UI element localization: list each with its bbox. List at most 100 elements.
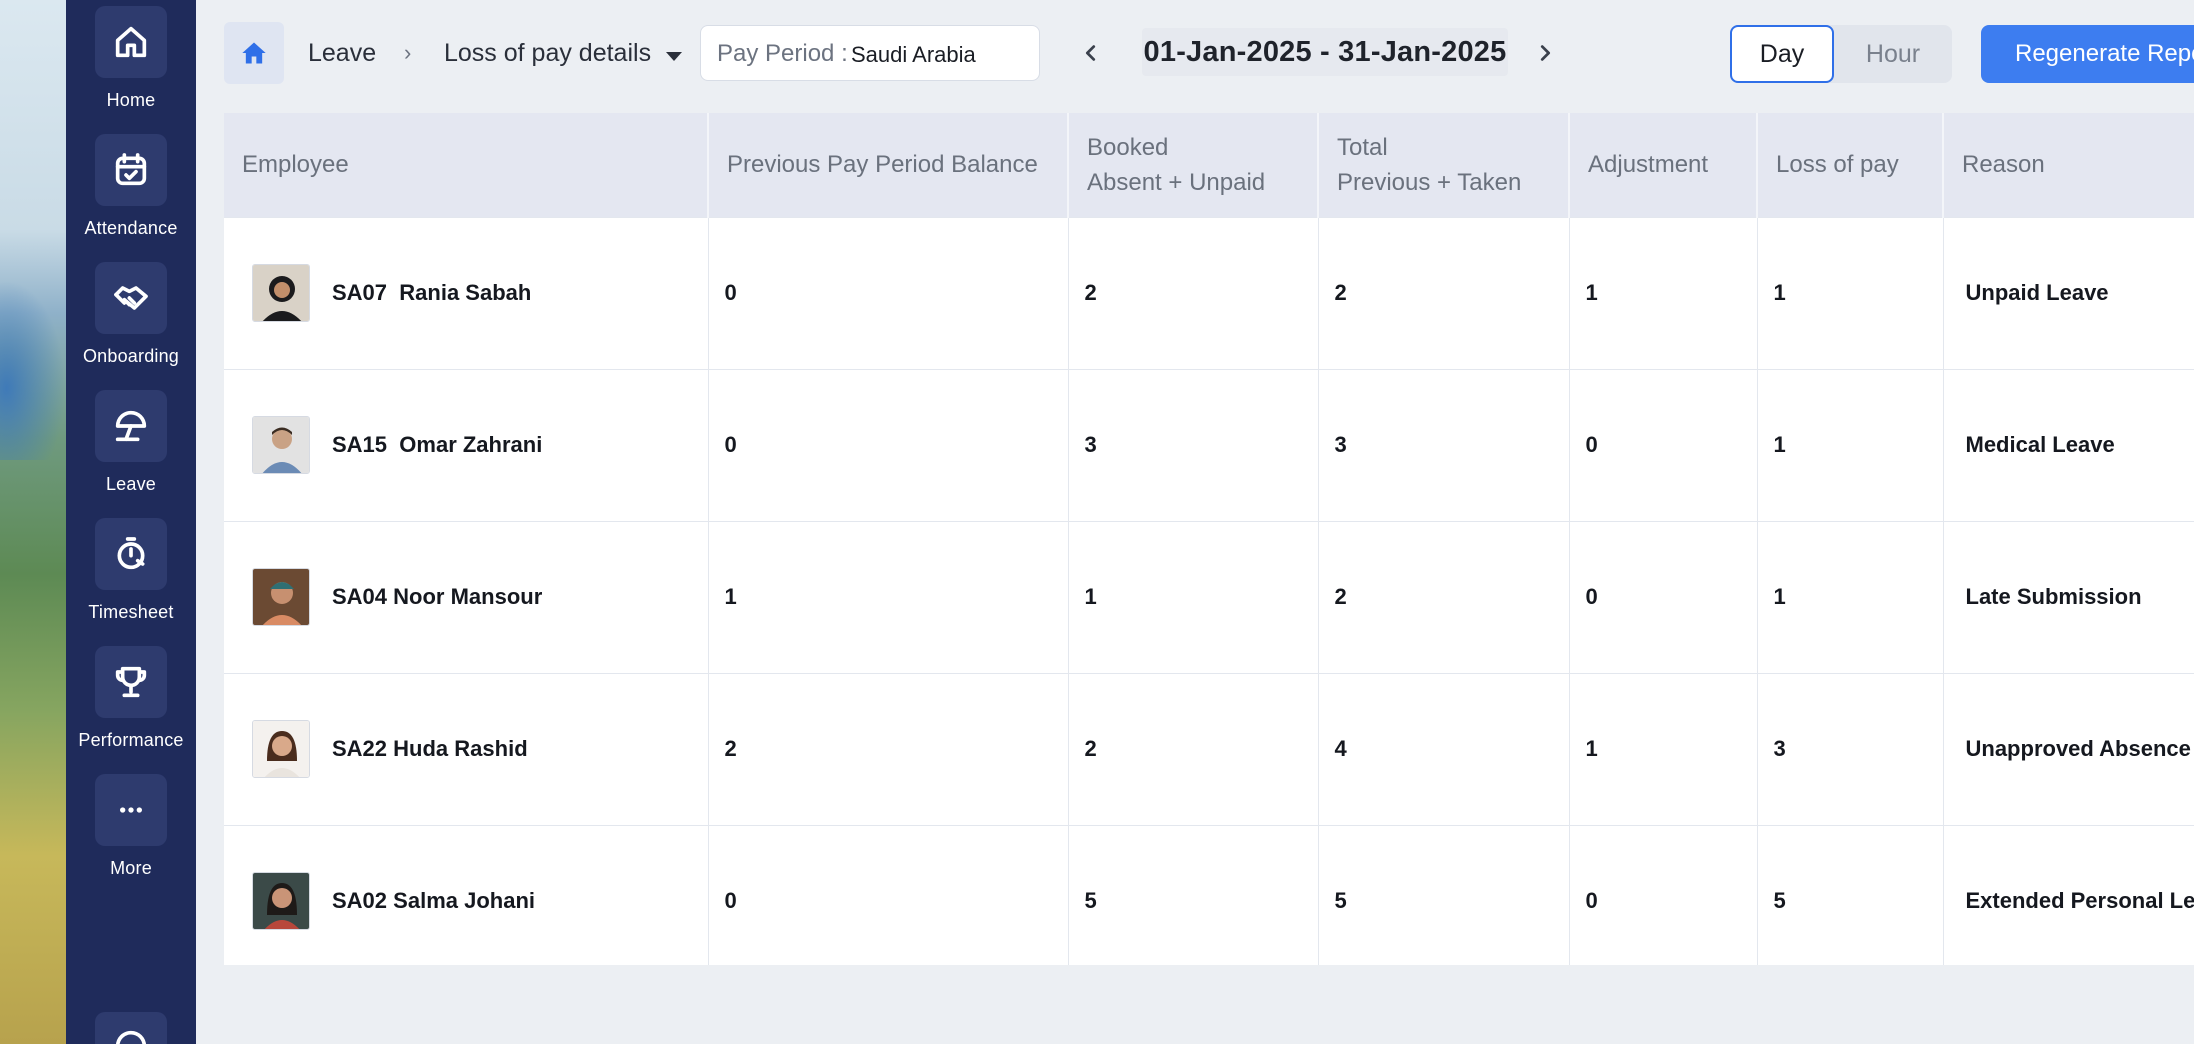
- employee-id: SA22: [332, 736, 388, 761]
- cell-booked: 1: [1068, 520, 1319, 673]
- column-header-reason[interactable]: Reason: [1943, 113, 2194, 217]
- cell-adjustment: 0: [1569, 520, 1758, 673]
- more-dots-icon: [95, 774, 167, 846]
- cell-total: 2: [1318, 520, 1570, 673]
- avatar: [252, 720, 310, 778]
- employee-name[interactable]: Huda Rashid: [393, 736, 528, 761]
- table-row[interactable]: SA15 Omar Zahrani 0 3 3 0 1 Medical Leav…: [224, 368, 2194, 521]
- beach-umbrella-icon: [95, 390, 167, 462]
- column-header-adjustment[interactable]: Adjustment: [1569, 113, 1758, 217]
- sidebar-item-label: Timesheet: [88, 602, 174, 622]
- employee-name[interactable]: Noor Mansour: [393, 584, 543, 609]
- sidebar-item-timesheet[interactable]: Timesheet: [66, 512, 196, 640]
- home-icon: [242, 42, 266, 64]
- cell-reason: Medical Leave: [1943, 368, 2194, 521]
- cell-previous: 0: [708, 216, 1069, 369]
- cell-loss-of-pay: 1: [1757, 216, 1944, 369]
- sidebar-item-leave[interactable]: Leave: [66, 384, 196, 512]
- cell-booked: 2: [1068, 216, 1319, 369]
- cell-adjustment: 1: [1569, 672, 1758, 825]
- calendar-check-icon: [95, 134, 167, 206]
- top-toolbar: Leave › Loss of pay details Pay Period :…: [224, 22, 2194, 84]
- column-header-employee[interactable]: Employee: [224, 113, 709, 217]
- sidebar-item-label: Performance: [78, 730, 184, 750]
- cell-adjustment: 0: [1569, 368, 1758, 521]
- cell-loss-of-pay: 1: [1757, 520, 1944, 673]
- table-row[interactable]: SA04 Noor Mansour 1 1 2 0 1 Late Submiss…: [224, 520, 2194, 673]
- background-landscape: [0, 0, 66, 1044]
- table-header-row: Employee Previous Pay Period Balance Boo…: [224, 113, 2194, 217]
- sidebar-item-attendance[interactable]: Attendance: [66, 128, 196, 256]
- sidebar-item-onboarding[interactable]: Onboarding: [66, 256, 196, 384]
- cell-previous: 0: [708, 824, 1069, 965]
- home-icon: [95, 6, 167, 78]
- sidebar-item-more[interactable]: More: [66, 768, 196, 896]
- cell-adjustment: 1: [1569, 216, 1758, 369]
- employee-name[interactable]: Omar Zahrani: [399, 432, 543, 457]
- pay-period-label: Pay Period :: [717, 40, 848, 67]
- column-header-booked[interactable]: Booked Absent + Unpaid: [1068, 113, 1319, 217]
- chevron-right-icon: ›: [404, 40, 412, 65]
- sidebar-item-performance[interactable]: Performance: [66, 640, 196, 768]
- sidebar-item-home[interactable]: Home: [66, 0, 196, 128]
- cell-total: 5: [1318, 824, 1570, 965]
- sidebar-item-label: Attendance: [84, 218, 178, 238]
- regenerate-report-button[interactable]: Regenerate Report: [1981, 25, 2194, 83]
- cell-reason: Late Submission: [1943, 520, 2194, 673]
- cell-booked: 2: [1068, 672, 1319, 825]
- breadcrumb-leave[interactable]: Leave: [308, 39, 377, 67]
- next-period-button[interactable]: [1530, 36, 1560, 70]
- column-header-total[interactable]: Total Previous + Taken: [1318, 113, 1570, 217]
- stopwatch-icon: [95, 518, 167, 590]
- cell-total: 2: [1318, 216, 1570, 369]
- loss-of-pay-table: Employee Previous Pay Period Balance Boo…: [224, 113, 2194, 965]
- cell-adjustment: 0: [1569, 824, 1758, 965]
- cell-booked: 3: [1068, 368, 1319, 521]
- chevron-left-icon: [1085, 45, 1096, 61]
- cell-loss-of-pay: 3: [1757, 672, 1944, 825]
- avatar: [252, 568, 310, 626]
- date-range: 01-Jan-2025 - 31-Jan-2025: [1142, 28, 1508, 76]
- cell-previous: 0: [708, 368, 1069, 521]
- cell-reason: Unpaid Leave: [1943, 216, 2194, 369]
- table-row[interactable]: SA02 Salma Johani 0 5 5 0 5 Extended Per…: [224, 824, 2194, 965]
- trophy-icon: [95, 646, 167, 718]
- cell-loss-of-pay: 5: [1757, 824, 1944, 965]
- home-button[interactable]: [224, 22, 284, 84]
- employee-id: SA04: [332, 584, 388, 609]
- pay-period-selector[interactable]: Pay Period : Saudi Arabia: [700, 25, 1040, 81]
- toggle-hour[interactable]: Hour: [1865, 39, 1921, 68]
- sidebar: Home Attendance Onboarding Leave Timeshe…: [66, 0, 196, 1044]
- cell-total: 4: [1318, 672, 1570, 825]
- avatar: [252, 264, 310, 322]
- sidebar-item-label: Onboarding: [82, 346, 180, 366]
- employee-name[interactable]: Rania Sabah: [399, 280, 532, 305]
- cell-previous: 2: [708, 672, 1069, 825]
- sidebar-item-label: More: [110, 858, 152, 878]
- avatar: [252, 872, 310, 931]
- handshake-icon: [95, 262, 167, 334]
- column-header-loss-of-pay[interactable]: Loss of pay: [1757, 113, 1944, 217]
- sidebar-item-label: Home: [106, 90, 156, 110]
- cell-loss-of-pay: 1: [1757, 368, 1944, 521]
- table-row[interactable]: SA22 Huda Rashid 2 2 4 1 3 Unapproved Ab…: [224, 672, 2194, 825]
- sidebar-item-label: Leave: [105, 474, 157, 494]
- column-header-previous-balance[interactable]: Previous Pay Period Balance: [708, 113, 1069, 217]
- employee-id: SA15: [332, 432, 388, 457]
- caret-down-icon[interactable]: [666, 52, 682, 61]
- avatar: [252, 416, 310, 474]
- employee-name[interactable]: Salma Johani: [393, 888, 536, 914]
- table-row[interactable]: SA07 Rania Sabah 0 2 2 1 1 Unpaid Leave: [224, 216, 2194, 369]
- unit-toggle: Day Hour: [1730, 25, 1952, 83]
- chevron-right-icon: [1540, 45, 1551, 61]
- breadcrumb-current[interactable]: Loss of pay details: [444, 39, 652, 67]
- employee-id: SA07: [332, 280, 388, 305]
- employee-id: SA02: [332, 888, 388, 914]
- beach-umbrella-icon[interactable]: [95, 1012, 167, 1044]
- pay-period-value: Saudi Arabia: [851, 42, 976, 67]
- cell-previous: 1: [708, 520, 1069, 673]
- cell-total: 3: [1318, 368, 1570, 521]
- toggle-day[interactable]: Day: [1730, 25, 1834, 83]
- previous-period-button[interactable]: [1076, 36, 1106, 70]
- cell-reason: Extended Personal Leave: [1943, 824, 2194, 965]
